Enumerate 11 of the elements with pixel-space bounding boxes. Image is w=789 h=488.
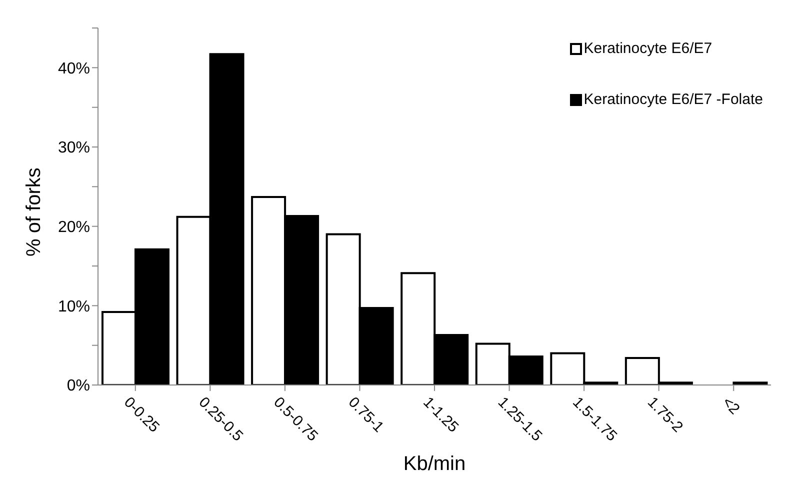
legend-label: Keratinocyte E6/E7 -Folate bbox=[584, 91, 763, 108]
x-axis-title: Kb/min bbox=[403, 453, 466, 475]
bar bbox=[732, 382, 768, 385]
y-axis-title: % of forks bbox=[23, 168, 46, 256]
legend-label: Keratinocyte E6/E7 bbox=[584, 40, 712, 57]
y-tick-label: 40% bbox=[58, 60, 90, 78]
y-tick-label: 30% bbox=[58, 140, 90, 157]
y-tick-label: 10% bbox=[58, 298, 90, 316]
x-tick-label: <2 bbox=[718, 394, 743, 418]
y-tick-label: 0% bbox=[66, 378, 90, 395]
y-tick-label: 20% bbox=[58, 219, 90, 236]
